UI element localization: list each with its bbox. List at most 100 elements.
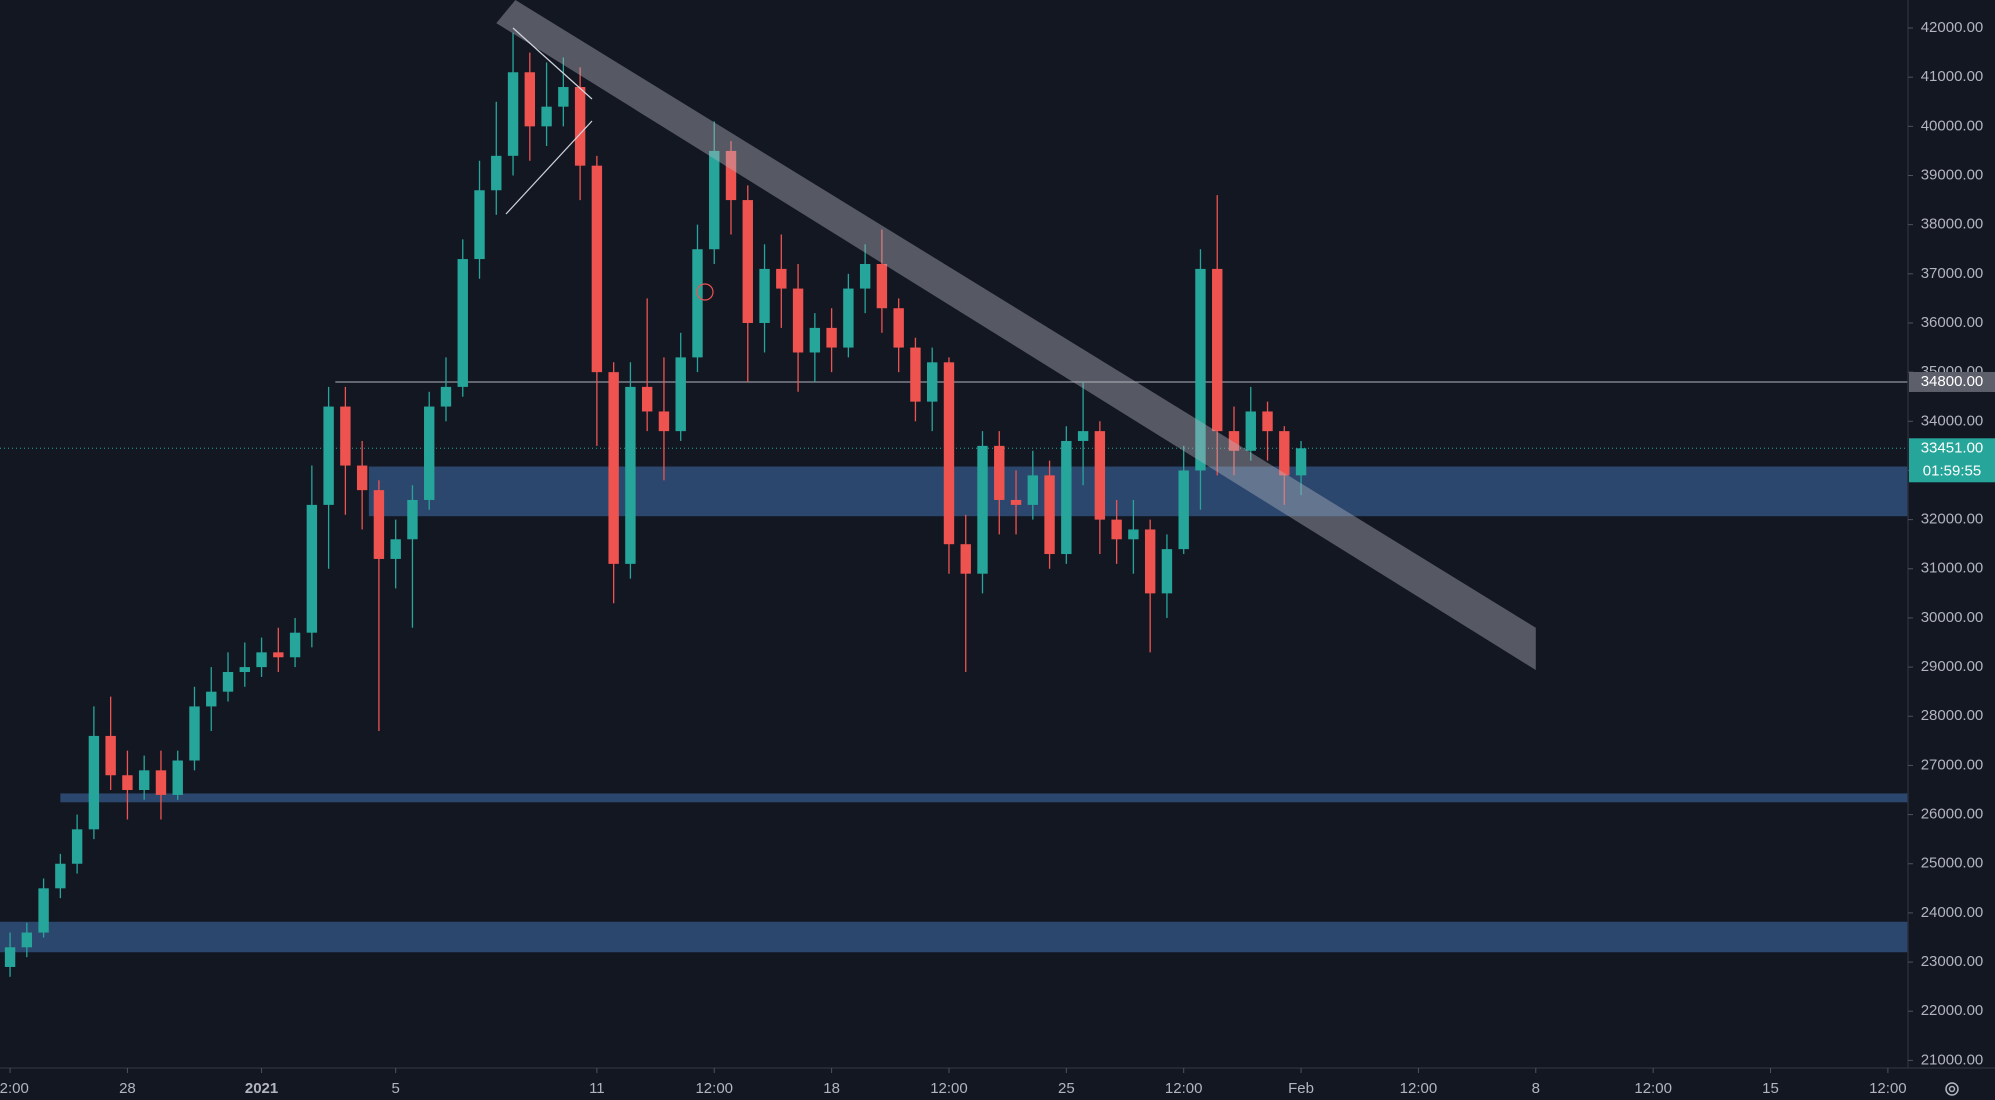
y-tick-label: 42000.00 — [1921, 19, 1984, 36]
support-zone — [0, 921, 1908, 953]
candle-body — [88, 735, 100, 830]
candle-body — [792, 288, 804, 353]
y-tick-label: 21000.00 — [1921, 1051, 1984, 1068]
y-tick-label: 26000.00 — [1921, 806, 1984, 823]
y-tick-label: 29000.00 — [1921, 658, 1984, 675]
candle-body — [1094, 431, 1106, 520]
candle-body — [306, 504, 318, 633]
candle-body — [759, 268, 770, 323]
candle-body — [1279, 431, 1290, 476]
candle-body — [1111, 519, 1122, 540]
candle-body — [474, 190, 485, 260]
candle-body — [390, 539, 401, 559]
candle-body — [1195, 268, 1206, 471]
candle-body — [172, 760, 183, 795]
y-tick-label: 31000.00 — [1921, 560, 1984, 577]
candle-body — [289, 632, 301, 658]
candle-body — [424, 406, 435, 500]
circle-drawing — [696, 283, 714, 301]
x-tick-label: 5 — [392, 1080, 400, 1097]
candle-body — [38, 888, 49, 933]
x-tick-label: Feb — [1288, 1080, 1314, 1097]
settings-icon[interactable] — [1945, 1082, 1959, 1096]
x-tick-label: 12:00 — [1634, 1080, 1672, 1097]
y-tick-label: 32000.00 — [1921, 511, 1984, 528]
candle-body — [994, 445, 1005, 500]
candle-body — [843, 288, 854, 348]
candle-body — [256, 652, 267, 668]
candle-body — [692, 249, 703, 358]
candle-body — [1161, 549, 1173, 594]
y-tick-label: 37000.00 — [1921, 265, 1984, 282]
candle-body — [1245, 411, 1256, 451]
countdown-label: 01:59:55 — [1923, 462, 1981, 479]
candle-body — [960, 544, 971, 574]
candle-body — [625, 386, 636, 564]
x-tick-label: 12:00 — [1400, 1080, 1438, 1097]
candle-body — [1010, 499, 1022, 505]
triangle-line — [512, 27, 593, 100]
y-tick-label: 34000.00 — [1921, 412, 1984, 429]
candle-body — [189, 706, 200, 761]
candle-body — [1295, 448, 1307, 476]
candle-body — [1144, 529, 1156, 594]
candle-body — [273, 652, 284, 658]
candle-body — [558, 87, 569, 107]
level-price-label: 34800.00 — [1921, 373, 1984, 390]
support-zone — [368, 466, 1908, 517]
candle-body — [608, 372, 619, 564]
candle-body — [574, 87, 586, 166]
candle-body — [323, 406, 334, 505]
candle-body — [776, 268, 787, 289]
candle-body — [658, 411, 670, 432]
candle-body — [876, 263, 888, 309]
candle-body — [910, 347, 921, 402]
candle-body — [591, 165, 603, 373]
candle-body — [1128, 529, 1139, 540]
candle-body — [206, 691, 217, 707]
trend-channel — [496, 0, 1536, 671]
level-price-box — [1909, 371, 1995, 392]
y-tick-label: 28000.00 — [1921, 707, 1984, 724]
y-tick-label: 27000.00 — [1921, 756, 1984, 773]
y-tick-label: 25000.00 — [1921, 855, 1984, 872]
candle-body — [55, 863, 66, 889]
y-tick-label: 22000.00 — [1921, 1002, 1984, 1019]
candle-body — [340, 406, 351, 466]
last-price-label: 33451.00 — [1921, 439, 1984, 456]
candle-body — [155, 770, 167, 795]
gear-ring — [1945, 1082, 1959, 1096]
candle-body — [105, 735, 116, 776]
candle-body — [457, 259, 468, 387]
drawings — [505, 27, 714, 301]
candle-body — [222, 672, 234, 692]
x-tick-label: 25 — [1058, 1080, 1075, 1097]
candle-body — [675, 357, 686, 432]
candle-body — [541, 106, 552, 127]
candle-body — [407, 499, 418, 540]
x-tick-label: 15 — [1762, 1080, 1779, 1097]
y-tick-label: 36000.00 — [1921, 314, 1984, 331]
x-tick-label: 18 — [823, 1080, 840, 1097]
candle-body — [725, 150, 737, 201]
candle-body — [239, 667, 250, 673]
y-tick-label: 38000.00 — [1921, 216, 1984, 233]
y-tick-label: 39000.00 — [1921, 166, 1984, 183]
candle-body — [4, 947, 16, 967]
candle-body — [21, 932, 33, 948]
candle-body — [641, 386, 653, 412]
x-tick-label: 12:00 — [0, 1080, 29, 1097]
candle-body — [709, 150, 720, 250]
candle-body — [491, 155, 502, 191]
x-tick-label: 2021 — [245, 1080, 278, 1097]
candle-body — [977, 445, 988, 574]
x-tick-label: 11 — [589, 1080, 605, 1097]
candle-body — [524, 72, 536, 127]
candle-body — [440, 386, 452, 407]
candle-body — [826, 327, 837, 348]
candle-body — [1077, 431, 1089, 441]
last-price-box — [1909, 438, 1995, 483]
